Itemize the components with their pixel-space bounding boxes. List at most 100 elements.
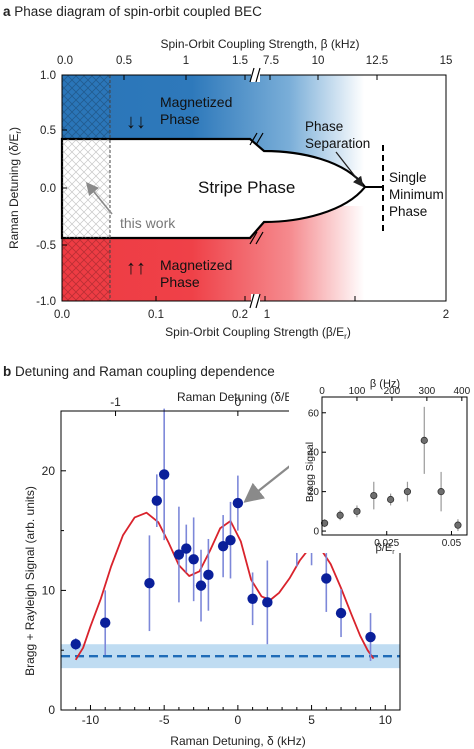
inset-background — [289, 376, 471, 553]
xtick-label: 0.0 — [54, 309, 70, 321]
inset-y-axis-label: Bragg Signal — [304, 442, 316, 502]
phase-separation-label-2: Separation — [305, 136, 370, 151]
this-work-hatch-top — [62, 75, 110, 139]
data-point — [203, 569, 214, 581]
single-minimum-label-1: Single — [389, 170, 427, 185]
phase-separation-arrow — [335, 151, 364, 188]
phase-ticks — [61, 74, 447, 302]
single-minimum-label-3: Phase — [389, 204, 427, 219]
axis-break-bottom — [249, 293, 261, 309]
magnetized-top-label-2: Phase — [160, 111, 200, 127]
x-tick-label: 5 — [308, 713, 315, 727]
inset-x2-tick-label: 400 — [453, 386, 470, 397]
data-point — [188, 554, 199, 565]
stripe-phase-region — [60, 137, 367, 240]
data-point — [217, 540, 229, 552]
y-tick-label: 10 — [42, 583, 56, 597]
x2tick-label: 12.5 — [366, 55, 388, 67]
ytick-label: 0.0 — [40, 183, 56, 195]
data-point — [100, 617, 111, 628]
panel-b-title-text: Detuning and Raman coupling dependence — [15, 364, 275, 379]
x2tick-label: 15 — [440, 55, 453, 67]
spin-up-arrows: ↑↑ — [126, 257, 146, 279]
data-point — [365, 631, 376, 643]
inset-data-point — [403, 488, 412, 496]
data-point — [247, 593, 258, 604]
phase-diagram: 1.0 0.5 0.0 -0.5 -1.0 0.0 0.1 0.2 1 2 0.… — [7, 37, 452, 341]
phase-tick-labels: 1.0 0.5 0.0 -0.5 -1.0 0.0 0.1 0.2 1 2 0.… — [36, 55, 452, 321]
main-x-axis-label: Raman Detuning, δ (kHz) — [170, 734, 305, 748]
ytick-label: -0.5 — [36, 240, 56, 252]
top-axis-label: Spin-Orbit Coupling Strength, β (kHz) — [161, 37, 360, 51]
xtick-label: 1 — [264, 309, 270, 321]
x2tick-label: 1 — [183, 55, 189, 67]
ytick-label: 0.5 — [40, 125, 56, 137]
inset-x2-tick-label: 100 — [349, 386, 366, 397]
inset-data-point — [437, 488, 445, 496]
inset-y-tick-label: 40 — [308, 448, 320, 459]
main-x2-axis-label: Raman Detuning (δ/Er) — [177, 390, 299, 406]
data-point — [335, 607, 347, 619]
magnetized-bottom-label-1: Magnetized — [160, 257, 232, 273]
inset-plot-area: 0.025 0.05 0 20 40 60 0 100 200 300 400 — [308, 386, 471, 549]
inset-data-point — [454, 521, 462, 529]
data-point — [225, 534, 236, 546]
inset-frame — [321, 396, 468, 536]
data-point — [232, 497, 244, 509]
inset-data-point — [320, 519, 329, 527]
panel-a-letter: a — [3, 4, 11, 19]
ytick-label: -1.0 — [36, 296, 56, 308]
y-tick-label: 0 — [48, 703, 55, 717]
inset-x2-tick-label: 300 — [419, 386, 436, 397]
data-point — [151, 495, 163, 506]
inset-data-point — [336, 511, 344, 519]
magnetized-bottom-label-2: Phase — [160, 274, 200, 290]
data-point — [195, 580, 207, 591]
xtick-label: 0.1 — [148, 309, 164, 321]
single-minimum-label-2: Minimum — [389, 187, 444, 202]
inset-pointer-arrow — [243, 461, 296, 503]
x-tick-label: -10 — [82, 713, 100, 727]
data-point — [262, 597, 273, 608]
inset-x2-tick-label: 0 — [319, 386, 325, 397]
x2tick-label: 1.5 — [232, 55, 248, 67]
this-work-label: this work — [120, 215, 176, 231]
axis-break-top — [249, 67, 261, 83]
xtick-label: 0.2 — [232, 309, 248, 321]
main-y-axis-label: Bragg + Rayleigh Signal (arb. units) — [23, 486, 37, 676]
inset-x2-tick-label: 200 — [384, 386, 401, 397]
inset-data-point — [370, 491, 378, 500]
inset-x-axis-label: β/Er — [375, 542, 395, 556]
this-work-arrow — [85, 182, 113, 215]
inset-data-point — [353, 507, 361, 515]
magnetized-top-label-1: Magnetized — [160, 94, 232, 110]
x2tick-label: 0.5 — [116, 55, 132, 67]
data-point — [173, 549, 185, 560]
x2tick-label: 10 — [312, 55, 325, 67]
main-plot-frame — [60, 410, 401, 711]
x2tick-label: 7.5 — [263, 55, 279, 67]
inset-data-point — [420, 436, 428, 444]
spin-down-arrows: ↓↓ — [126, 111, 146, 133]
x2tick-label: 0.0 — [57, 55, 73, 67]
data-point — [70, 639, 81, 650]
stripe-break — [249, 132, 264, 245]
y-tick-label: 20 — [42, 464, 56, 478]
this-work-hatch-bottom — [62, 238, 110, 301]
x-tick-label: 10 — [379, 713, 393, 727]
panel-a-title: a Phase diagram of spin-orbit coupled BE… — [3, 4, 262, 19]
phase-separation-label-1: Phase — [305, 119, 343, 134]
inset-x2-axis-label: β (Hz) — [370, 378, 400, 390]
inset-y-tick-label: 0 — [313, 527, 319, 538]
xtick-label: 2 — [443, 309, 449, 321]
x-tick-label: 0 — [235, 713, 242, 727]
panel-b-title: b Detuning and Raman coupling dependence — [3, 364, 275, 379]
data-point — [158, 469, 170, 480]
data-point — [144, 578, 155, 589]
bottom-axis-label: Spin-Orbit Coupling Strength (β/Er) — [165, 325, 351, 341]
inset-x-tick-label: 0.05 — [442, 538, 462, 549]
panel-b-letter: b — [3, 364, 12, 379]
panel-a-title-text: Phase diagram of spin-orbit coupled BEC — [14, 4, 262, 19]
ytick-label: 1.0 — [40, 70, 56, 82]
x2-tick-label: -1 — [110, 395, 121, 409]
